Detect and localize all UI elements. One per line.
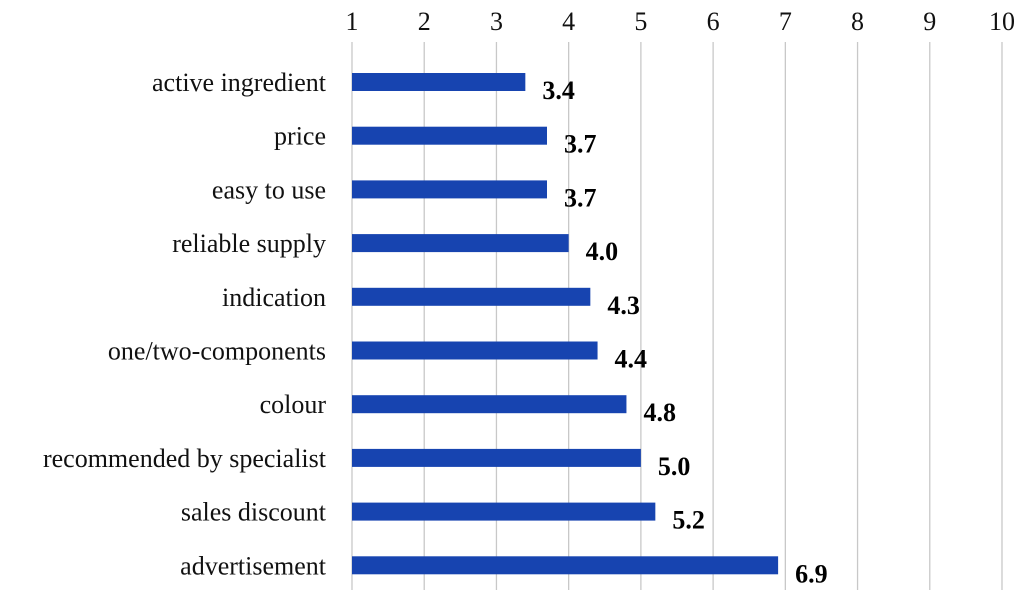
category-label: recommended by specialist: [43, 444, 327, 473]
data-labels: 3.4 3.7 3.7 4.0 4.3 4.4 4.8 5.0 5.2 6.9: [542, 76, 827, 588]
data-label: 5.0: [658, 452, 691, 481]
x-tick-label: 6: [707, 7, 720, 36]
data-label: 6.9: [795, 559, 828, 588]
bar-one-two-components: [352, 341, 598, 360]
x-tick-label: 10: [989, 7, 1015, 36]
data-label: 4.8: [643, 398, 676, 427]
category-label: price: [274, 122, 326, 151]
category-label: indication: [222, 283, 326, 312]
x-tick-label: 4: [562, 7, 575, 36]
category-label: one/two-components: [108, 337, 326, 366]
data-label: 4.3: [607, 291, 640, 320]
bar-recommended-by-specialist: [352, 448, 641, 467]
data-label: 3.4: [542, 76, 575, 105]
bar-active-ingredient: [352, 73, 526, 91]
category-label: easy to use: [212, 175, 326, 204]
data-label: 5.2: [672, 506, 705, 535]
data-label: 3.7: [564, 183, 597, 212]
x-tick-label: 9: [923, 7, 936, 36]
x-tick-label: 7: [779, 7, 792, 36]
bar-indication: [352, 287, 591, 306]
bars: [352, 73, 779, 575]
bar-sales-discount: [352, 502, 656, 521]
data-label: 3.7: [564, 130, 597, 159]
category-label: active ingredient: [152, 68, 327, 97]
bar-easy-to-use: [352, 180, 547, 199]
category-labels: active ingredient price easy to use reliabl…: [43, 68, 327, 580]
bar-price: [352, 126, 547, 145]
category-label: reliable supply: [172, 229, 326, 258]
x-tick-label: 3: [490, 7, 503, 36]
bar-colour: [352, 395, 627, 414]
x-tick-label: 8: [851, 7, 864, 36]
bar-reliable-supply: [352, 234, 569, 253]
x-tick-label: 1: [346, 7, 359, 36]
data-label: 4.4: [615, 345, 648, 374]
x-tick-label: 2: [418, 7, 431, 36]
bar-advertisement: [352, 556, 779, 575]
category-label: sales discount: [181, 498, 327, 527]
x-axis-tick-labels: 1 2 3 4 5 6 7 8 9 10: [346, 7, 1016, 36]
data-label: 4.0: [586, 237, 619, 266]
x-tick-label: 5: [634, 7, 647, 36]
category-label: advertisement: [180, 551, 327, 580]
category-label: colour: [260, 390, 327, 419]
